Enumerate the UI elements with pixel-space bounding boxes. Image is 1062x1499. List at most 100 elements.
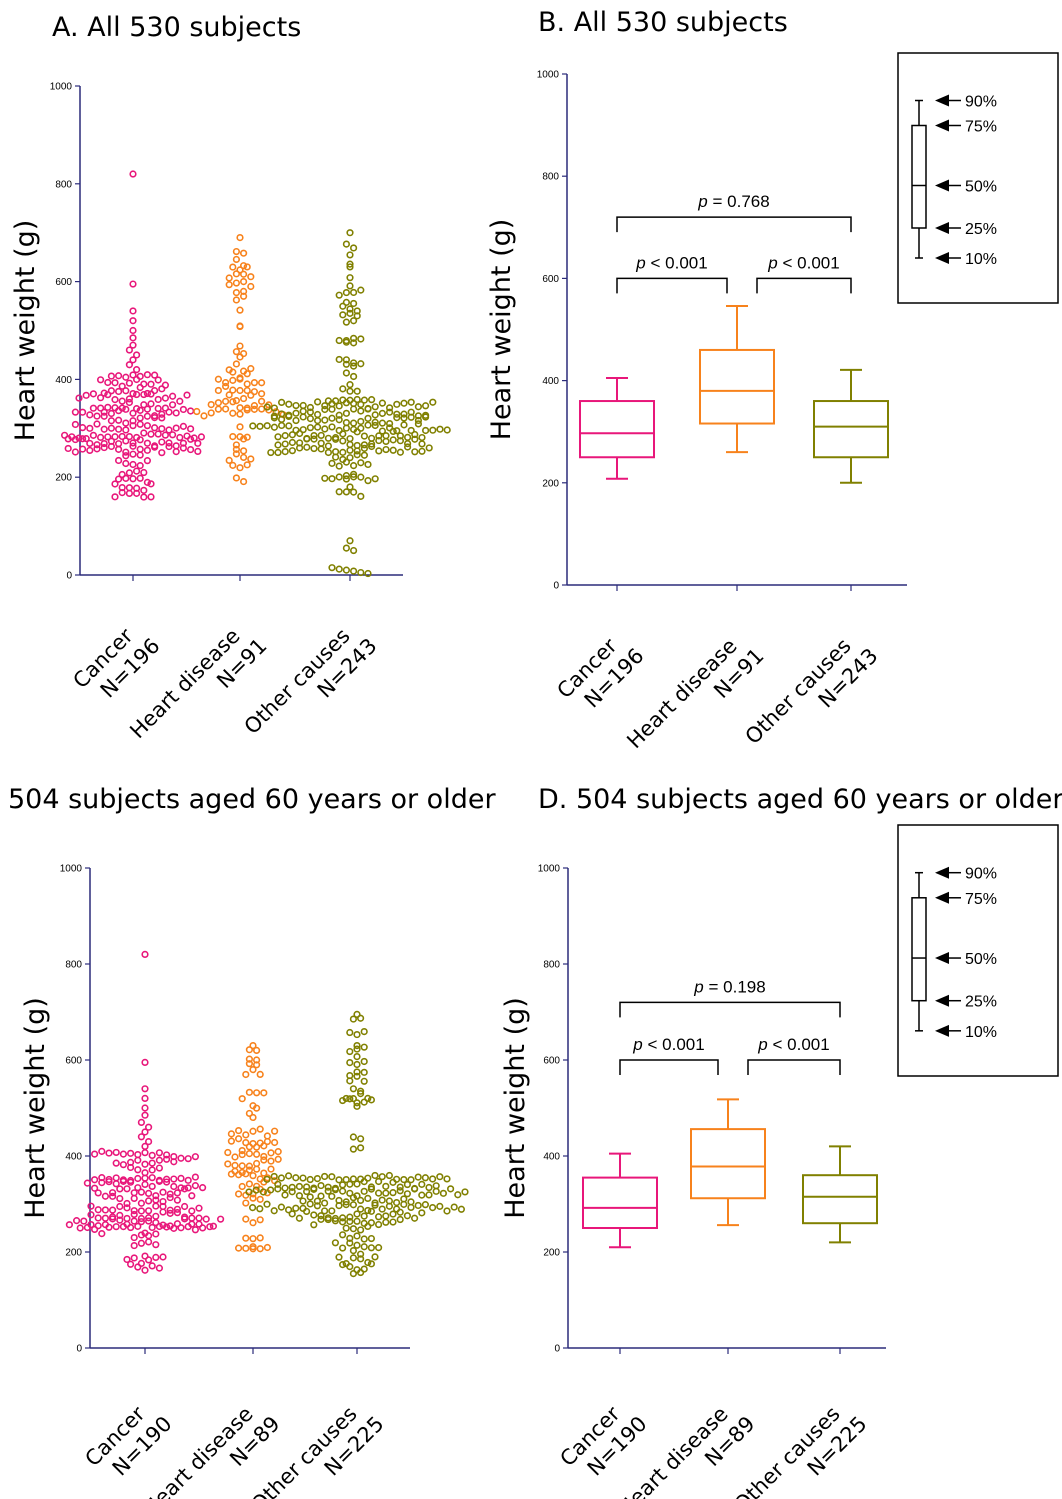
data-point	[258, 397, 266, 405]
data-point	[375, 1244, 383, 1252]
data-point	[393, 427, 401, 435]
data-point	[140, 486, 148, 494]
data-point	[123, 1214, 131, 1223]
data-point	[243, 370, 251, 378]
data-point	[134, 1263, 142, 1271]
data-point	[321, 1207, 329, 1215]
data-point	[349, 1095, 358, 1103]
data-point	[191, 1226, 199, 1234]
data-point	[172, 442, 180, 450]
data-point	[385, 1171, 394, 1180]
data-point	[349, 1175, 358, 1183]
data-point	[353, 1180, 361, 1188]
data-point	[328, 459, 336, 467]
data-point	[321, 1199, 329, 1207]
data-point	[137, 1218, 145, 1226]
data-point	[195, 1204, 203, 1212]
data-point	[256, 1195, 264, 1203]
data-point	[207, 401, 215, 409]
legend-box	[911, 124, 927, 229]
data-point	[141, 1094, 149, 1102]
data-point	[274, 1148, 282, 1156]
legend-label: 50%	[965, 951, 997, 968]
data-point	[259, 1188, 268, 1196]
data-point	[232, 445, 240, 453]
data-point	[127, 1178, 135, 1186]
data-point	[443, 1207, 451, 1215]
data-point	[107, 417, 115, 425]
data-point	[236, 266, 244, 274]
data-point	[145, 1238, 153, 1246]
data-point	[229, 263, 237, 271]
comparison-bracket	[756, 277, 852, 294]
y-tick-label: 600	[55, 277, 72, 288]
data-point	[350, 567, 358, 575]
data-point	[306, 1193, 314, 1201]
data-point	[418, 433, 426, 442]
data-point	[122, 419, 130, 427]
data-point	[227, 1137, 235, 1145]
data-point	[346, 229, 354, 237]
data-point	[335, 402, 343, 410]
data-point	[240, 262, 248, 270]
data-point	[184, 1184, 192, 1192]
data-point	[101, 1206, 109, 1214]
data-point	[436, 1202, 444, 1210]
data-point	[112, 1159, 120, 1167]
data-point	[278, 398, 286, 407]
y-tick-label: 800	[543, 960, 560, 971]
data-point	[411, 1214, 419, 1222]
data-point	[151, 424, 159, 432]
data-point	[353, 1217, 361, 1225]
data-point	[357, 1087, 365, 1095]
data-point	[134, 1166, 142, 1174]
data-point	[389, 1218, 397, 1226]
data-point	[129, 409, 137, 417]
legend-label: 90%	[965, 94, 997, 111]
data-point	[145, 1207, 153, 1215]
data-point	[125, 395, 133, 403]
data-point	[349, 1225, 358, 1233]
data-point	[443, 1175, 451, 1183]
data-point	[414, 412, 423, 420]
data-point	[165, 408, 173, 416]
data-point	[407, 1176, 415, 1184]
data-point	[108, 1189, 117, 1197]
data-point	[170, 1182, 178, 1191]
data-point	[143, 371, 151, 379]
data-point	[382, 432, 390, 440]
legend-arrow-icon	[935, 222, 949, 234]
data-point	[360, 1178, 368, 1186]
data-point	[170, 1175, 178, 1183]
data-point	[137, 1259, 145, 1268]
data-point	[114, 440, 123, 448]
data-point	[133, 467, 141, 475]
data-point	[367, 1185, 376, 1193]
data-point	[299, 407, 307, 415]
data-point	[346, 537, 354, 545]
y-tick-label: 400	[542, 376, 559, 387]
data-point	[111, 480, 119, 488]
data-point	[118, 489, 126, 497]
data-point	[116, 1194, 124, 1203]
data-point	[141, 1252, 149, 1260]
data-point	[389, 427, 397, 436]
data-point	[116, 1202, 124, 1211]
data-point	[177, 1184, 185, 1192]
data-point	[177, 1174, 185, 1182]
data-point	[339, 1181, 347, 1189]
data-point	[389, 1210, 397, 1218]
data-point	[335, 416, 343, 424]
y-tick-label: 1000	[537, 70, 560, 81]
legend-arrow-icon	[935, 952, 949, 965]
data-point	[342, 458, 351, 466]
data-point	[133, 390, 141, 399]
data-point	[107, 424, 115, 432]
data-point	[281, 1184, 289, 1192]
legend-frame	[897, 824, 1059, 1077]
data-point	[232, 360, 240, 368]
data-point	[122, 452, 130, 460]
data-point	[140, 468, 148, 477]
data-point	[310, 1211, 318, 1219]
data-point	[236, 322, 244, 331]
